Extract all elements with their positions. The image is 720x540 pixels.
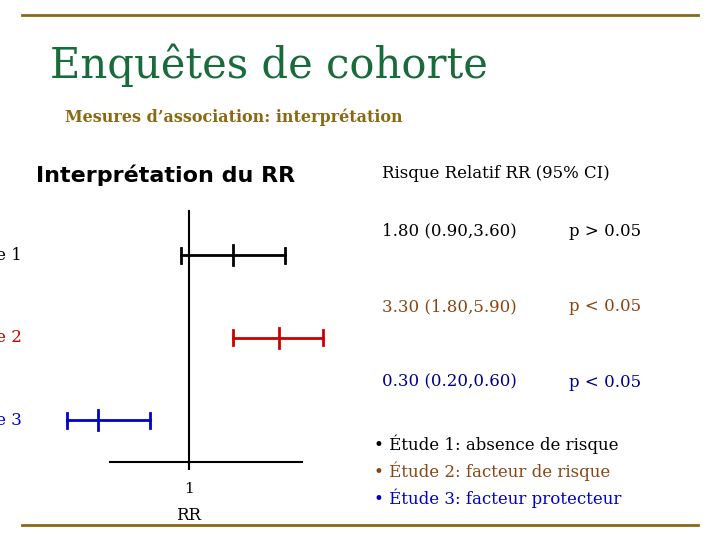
Text: • Étude 3: facteur protecteur: • Étude 3: facteur protecteur xyxy=(374,489,622,508)
Text: Enquêtes de cohorte: Enquêtes de cohorte xyxy=(50,43,488,87)
Text: Étude 2: Étude 2 xyxy=(0,329,22,346)
Text: Risque Relatif RR (95% CI): Risque Relatif RR (95% CI) xyxy=(382,165,609,181)
Text: p < 0.05: p < 0.05 xyxy=(569,374,641,391)
Text: p > 0.05: p > 0.05 xyxy=(569,222,641,240)
Text: 3.30 (1.80,5.90): 3.30 (1.80,5.90) xyxy=(382,298,516,315)
Text: RR: RR xyxy=(176,507,201,524)
Text: 1.80 (0.90,3.60): 1.80 (0.90,3.60) xyxy=(382,222,516,240)
Text: Interprétation du RR: Interprétation du RR xyxy=(36,165,295,186)
Text: Étude 3: Étude 3 xyxy=(0,411,22,429)
Text: • Étude 2: facteur de risque: • Étude 2: facteur de risque xyxy=(374,462,611,481)
Text: Étude 1: Étude 1 xyxy=(0,247,22,264)
Text: 0.30 (0.20,0.60): 0.30 (0.20,0.60) xyxy=(382,374,516,391)
Text: 1: 1 xyxy=(184,482,194,496)
Text: p < 0.05: p < 0.05 xyxy=(569,298,641,315)
Text: Mesures d’association: interprétation: Mesures d’association: interprétation xyxy=(65,108,402,125)
Text: • Étude 1: absence de risque: • Étude 1: absence de risque xyxy=(374,435,619,454)
